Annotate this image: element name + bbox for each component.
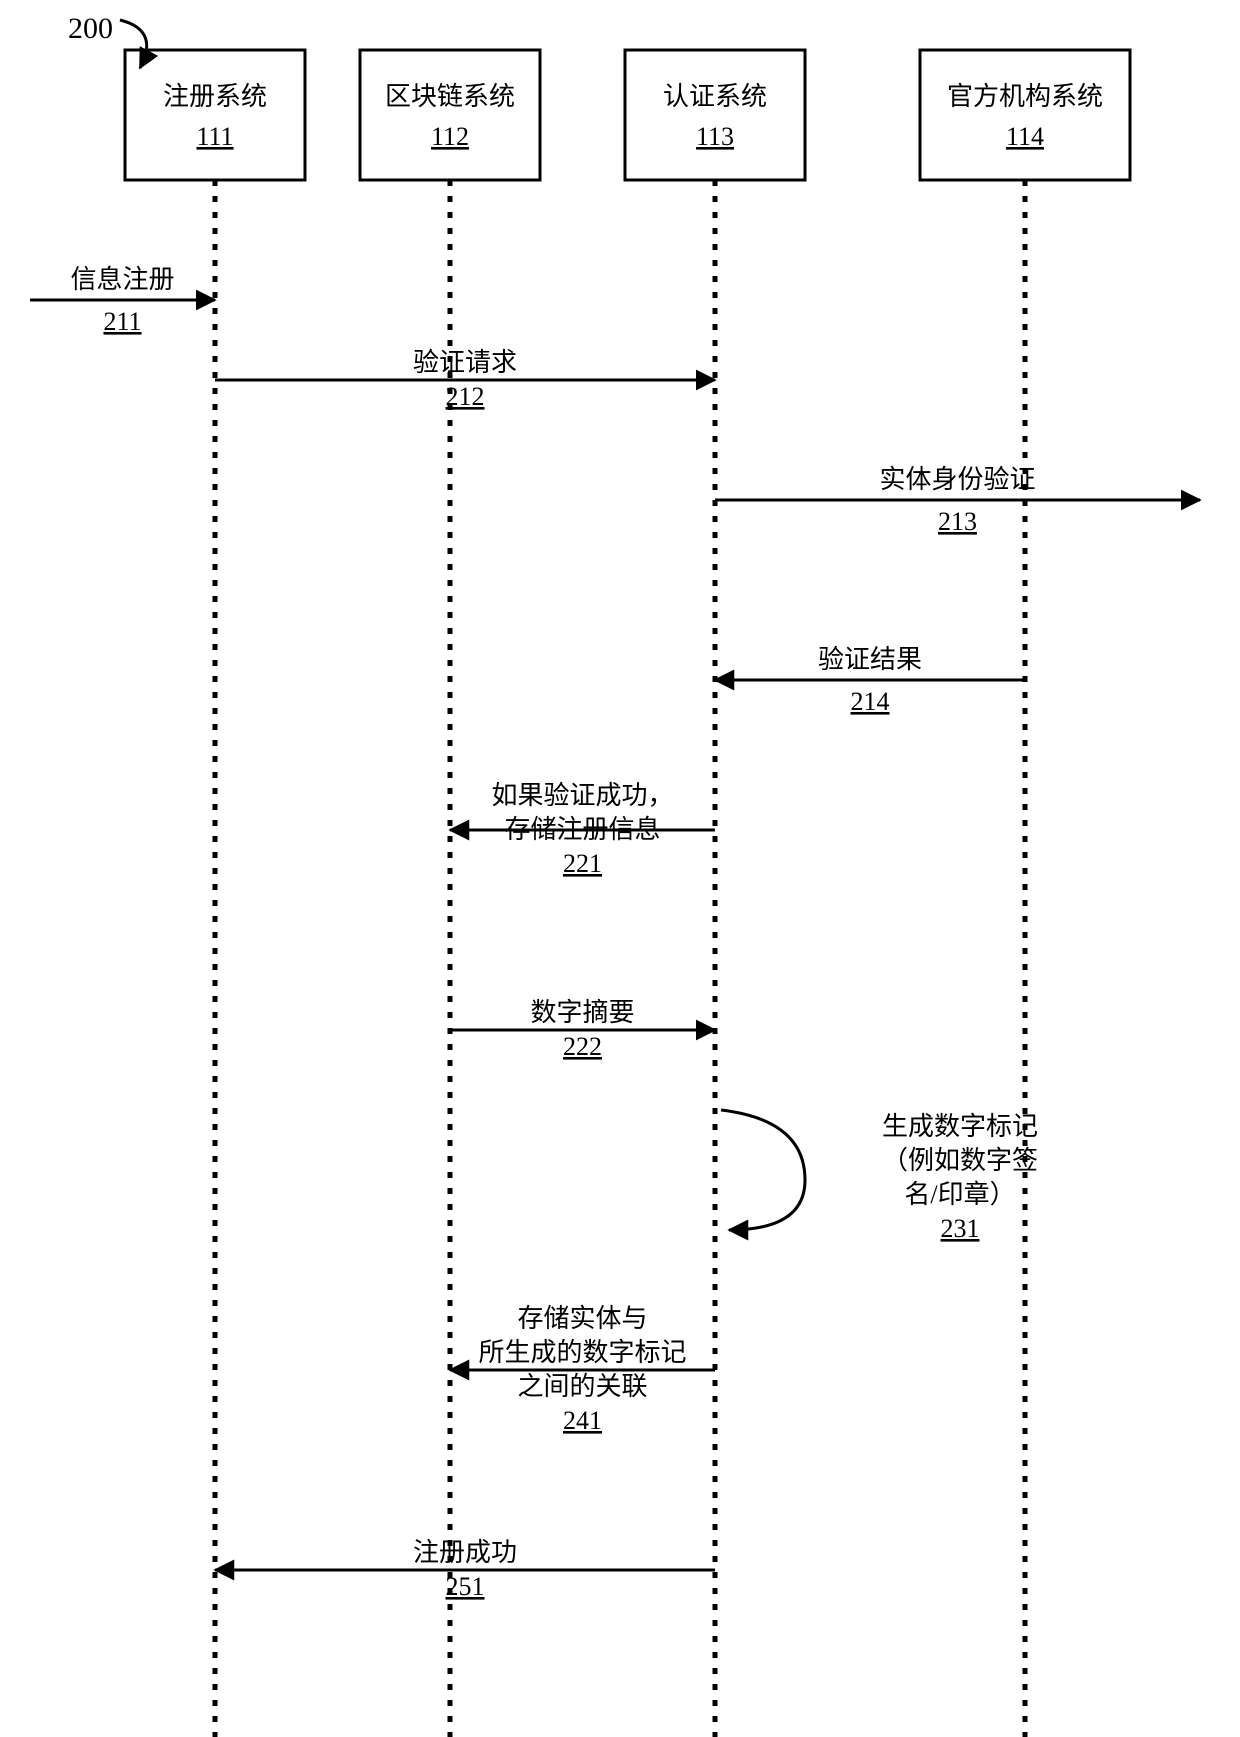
message-m212: 验证请求 212	[215, 348, 715, 411]
message-label-line: 生成数字标记	[882, 1112, 1038, 1141]
message-num: 222	[563, 1032, 602, 1061]
message-label-line: 如果验证成功，	[491, 781, 673, 810]
participant-label: 官方机构系统	[947, 82, 1103, 111]
message-label-line: 信息注册	[70, 265, 174, 294]
message-label-line: 验证请求	[413, 348, 517, 377]
participant-num: 113	[696, 122, 734, 151]
message-label-line: 所生成的数字标记	[478, 1338, 686, 1367]
sequence-diagram: 200 注册系统 111 区块链系统 112 认证系统 113 官方机构系统 114 信息注册 21…	[0, 0, 1240, 1737]
participant-p2: 区块链系统 112	[360, 50, 540, 1737]
message-label-line: 存储注册信息	[504, 815, 660, 844]
message-label-line: 验证结果	[818, 645, 922, 674]
message-num: 231	[941, 1214, 980, 1243]
message-num: 213	[938, 507, 977, 536]
message-num: 221	[563, 849, 602, 878]
message-num: 211	[103, 307, 141, 336]
participant-num: 112	[431, 122, 469, 151]
message-m214: 验证结果 214	[715, 645, 1025, 716]
message-m213: 实体身份验证 213	[715, 465, 1200, 536]
message-num: 212	[446, 382, 485, 411]
participant-num: 114	[1006, 122, 1044, 151]
participant-label: 区块链系统	[385, 82, 515, 111]
figure-label-text: 200	[68, 12, 113, 45]
self-loop-arrow	[721, 1110, 805, 1230]
message-m211: 信息注册 211	[30, 265, 215, 336]
participant-label: 认证系统	[663, 82, 767, 111]
participant-box	[360, 50, 540, 180]
participant-box	[625, 50, 805, 180]
message-m221: 如果验证成功， 存储注册信息 221	[450, 781, 715, 878]
participant-box	[920, 50, 1130, 180]
message-num: 251	[446, 1572, 485, 1601]
message-label-line: 数字摘要	[530, 998, 634, 1027]
message-m241: 存储实体与所生成的数字标记之间的关联 241	[450, 1304, 715, 1435]
participant-p4: 官方机构系统 114	[920, 50, 1130, 1737]
figure-label: 200	[68, 12, 147, 68]
message-m222: 数字摘要 222	[450, 998, 715, 1061]
message-label-line: 存储实体与	[517, 1304, 647, 1333]
message-label-line: 实体身份验证	[879, 465, 1035, 494]
message-m231: 生成数字标记 （例如数字签名/印章） 231	[721, 1110, 1038, 1243]
message-label-line: 名/印章）	[904, 1180, 1015, 1209]
participant-box	[125, 50, 305, 180]
participant-num: 111	[196, 122, 233, 151]
message-label-line: 注册成功	[413, 1538, 517, 1567]
participant-p1: 注册系统 111	[125, 50, 305, 1737]
message-label-line: 之间的关联	[517, 1372, 647, 1401]
message-label-line: （例如数字签	[882, 1146, 1038, 1175]
message-m251: 注册成功 251	[215, 1538, 715, 1601]
message-num: 241	[563, 1406, 602, 1435]
message-num: 214	[851, 687, 890, 716]
participant-label: 注册系统	[163, 82, 267, 111]
participant-p3: 认证系统 113	[625, 50, 805, 1737]
